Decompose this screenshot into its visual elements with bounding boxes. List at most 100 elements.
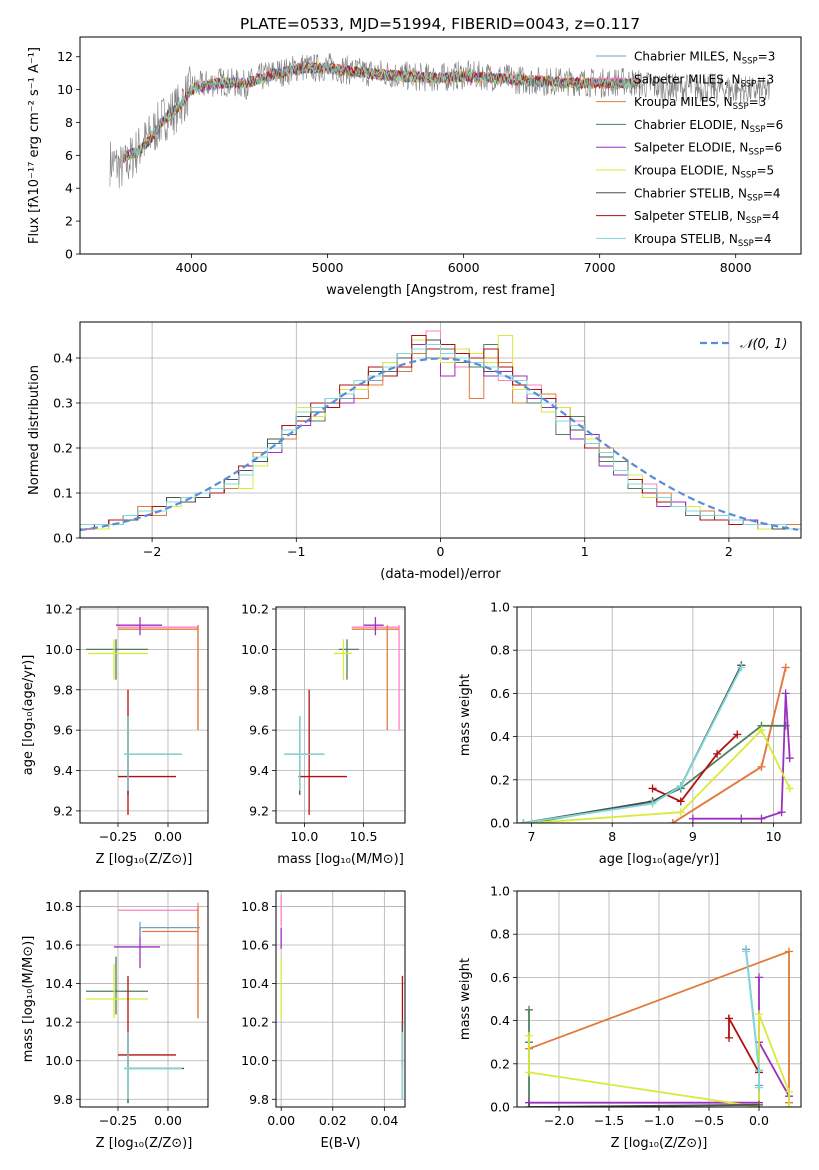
y-tick-label: 0.0 [53,531,73,546]
x-axis-label: Z [log₁₀(Z/Z⊙)] [96,852,193,867]
y-axis-label: Normed distribution [27,365,42,495]
mass-weight-marker [757,762,766,771]
legend-subscript: SSP [733,102,749,112]
legend-suffix: =4 [762,209,780,223]
y-tick-label: 9.6 [249,723,269,738]
mass-weight-marker [525,1005,533,1014]
legend-subscript: SSP [741,79,757,89]
weight-vs-z-panel: −2.0 −1.5 −1.0 −0.5 0.0 0.0 0.2 0.4 0.6 0.8 1.0 Z [… [458,884,802,1151]
mass-vs-z-plot-area [86,902,200,1104]
mass-weight-marker [755,1066,763,1075]
x-axis-label: E(B-V) [320,1136,360,1151]
y-tick-label: 9.8 [249,1092,269,1107]
legend-suffix: =4 [763,186,781,200]
y-tick-label: 0.0 [490,1100,510,1115]
legend-entry: Salpeter MILES, NSSP=3 [634,72,774,89]
legend-suffix: =4 [754,232,772,246]
mass-weight-line [692,693,791,820]
x-tick-label: 6000 [448,260,480,275]
mass-weight-marker [525,1103,533,1107]
x-tick-label: 10 [766,829,782,844]
legend-entry: 𝒩(0, 1) [740,337,787,352]
x-tick-label: 7 [528,829,536,844]
y-tick-label: 0.6 [490,970,510,985]
legend-subscript: SSP [742,57,758,67]
y-tick-label: 9.2 [249,803,269,818]
mass-weight-marker [648,784,657,793]
x-tick-label: 0 [437,544,445,559]
y-axis-label: age [log₁₀(age/yr)] [21,655,36,776]
legend-suffix: =3 [749,95,767,109]
y-tick-label: 9.8 [249,682,269,697]
legend-entry: Chabrier STELIB, NSSP=4 [634,186,781,203]
y-tick-label: 10.8 [241,899,269,914]
y-tick-label: 10.2 [241,1015,269,1030]
mass-vs-ebv-plot-area [280,894,404,1100]
mass-weight-marker [725,1033,733,1042]
x-tick-label: 4000 [176,260,208,275]
x-tick-label: −2.0 [544,1113,574,1128]
mass-weight-marker [781,689,790,698]
x-tick-label: 5000 [312,260,344,275]
mass-weight-marker [737,663,746,672]
y-axis-label: mass [log₁₀(M/M⊙)] [21,936,36,1063]
mass-weight-line [523,667,743,823]
age-vs-mass-plot-area [284,617,400,815]
x-tick-label: 0.00 [154,829,182,844]
x-tick-label: 10.5 [350,829,378,844]
x-tick-label: −1.5 [594,1113,624,1128]
axes-frame [79,890,209,1108]
age-vs-mass-panel: 10.0 10.5 9.2 9.4 9.6 9.8 10.0 10.2 mass [log₁₀(… [241,602,406,867]
x-tick-label: 1 [581,544,589,559]
legend-subscript: SSP [750,125,766,135]
axes-frame [79,321,802,539]
mass-weight-marker [525,1031,533,1040]
legend-suffix: =5 [756,164,774,178]
axes-frame [79,36,802,255]
y-tick-label: 10 [57,82,73,97]
mass-weight-line [531,724,786,823]
y-tick-label: 6 [65,148,73,163]
mass-weight-marker [757,814,766,823]
figure-title: PLATE=0533, MJD=51994, FIBERID=0043, z=0… [240,15,640,33]
y-axis-label: mass weight [458,958,473,1040]
mass-weight-marker [688,814,697,823]
normal-distribution-curve [80,357,799,532]
mass-weight-marker [742,947,750,956]
mass-vs-z-panel: −0.25 0.00 9.8 10.0 10.2 10.4 10.6 10.8 Z [log₁₀… [21,890,209,1151]
y-tick-label: 9.8 [53,682,73,697]
y-axis-label: mass weight [458,674,473,756]
mass-weight-marker [755,973,763,982]
y-tick-label: 0.4 [490,1013,510,1028]
legend-entry: Kroupa ELODIE, NSSP=5 [634,164,774,181]
x-tick-label: 10.0 [290,829,318,844]
x-axis-label: wavelength [Angstrom, rest frame] [326,283,555,298]
spectrum-plot-area [109,53,770,189]
age-vs-z-plot-area [86,617,199,815]
x-tick-label: 9 [689,829,697,844]
axes-frame [275,606,406,824]
mass-weight-marker [668,819,677,823]
mass-weight-marker [676,797,685,806]
y-tick-label: 10.0 [45,1053,73,1068]
legend-entry: Kroupa MILES, NSSP=3 [634,95,766,112]
legend-entry: Kroupa STELIB, NSSP=4 [634,232,772,249]
y-axis-label: Flux [fλ10⁻¹⁷ erg cm⁻² s⁻¹ A⁻¹] [27,47,42,244]
y-tick-label: 12 [57,49,73,64]
y-tick-label: 10.6 [45,938,73,953]
x-axis-label: Z [log₁₀(Z/Z⊙)] [96,1136,193,1151]
x-tick-label: 0.00 [154,1113,182,1128]
legend-entry: Salpeter STELIB, NSSP=4 [634,209,779,226]
y-tick-label: 9.6 [53,723,73,738]
y-tick-label: 4 [65,181,73,196]
mass-weight-marker [755,1100,763,1107]
legend-entry: Chabrier ELODIE, NSSP=6 [634,118,783,135]
x-tick-label: −0.25 [99,829,137,844]
x-axis-label: (data-model)/error [380,567,501,582]
y-tick-label: 0.4 [490,729,510,744]
x-tick-label: 0.00 [267,1113,295,1128]
y-tick-label: 0.2 [53,441,73,456]
mass-weight-marker [785,947,793,956]
x-tick-label: −0.25 [99,1113,137,1128]
